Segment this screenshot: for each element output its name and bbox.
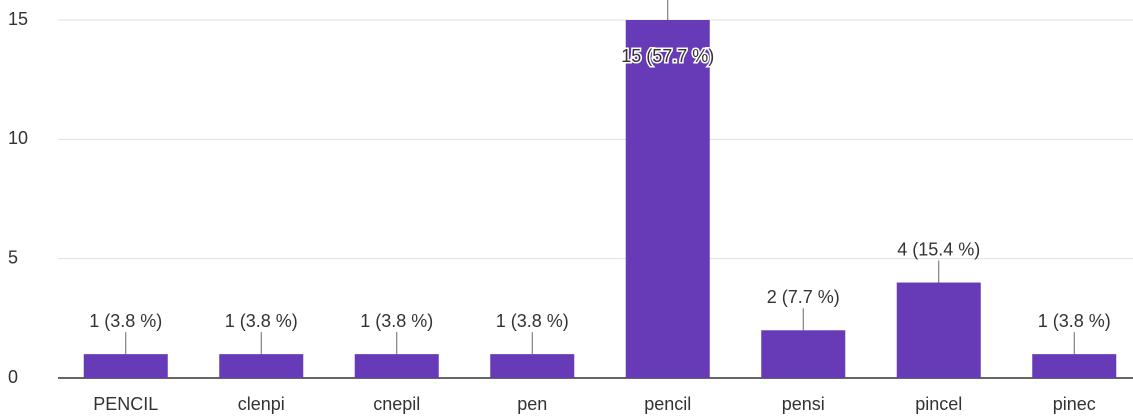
bar xyxy=(490,354,575,378)
x-tick-label: pen xyxy=(517,394,547,414)
value-label: 1 (3.8 %) xyxy=(496,311,569,331)
value-label: 1 (3.8 %) xyxy=(360,311,433,331)
x-tick-label: cnepil xyxy=(373,394,420,414)
bar xyxy=(354,354,439,378)
bar xyxy=(625,20,710,378)
value-label: 4 (15.4 %) xyxy=(897,239,980,259)
y-tick-label: 10 xyxy=(8,128,28,148)
value-label: 15 (57.7 %) xyxy=(621,46,714,66)
x-tick-label: pencil xyxy=(644,394,691,414)
y-tick-label: 15 xyxy=(8,9,28,29)
value-label: 1 (3.8 %) xyxy=(1038,311,1111,331)
x-tick-label: pensi xyxy=(782,394,825,414)
bar xyxy=(83,354,168,378)
bar xyxy=(219,354,304,378)
y-tick-label: 0 xyxy=(8,367,18,387)
x-tick-label: pinec xyxy=(1053,394,1096,414)
x-tick-label: clenpi xyxy=(238,394,285,414)
bar xyxy=(761,330,846,378)
value-label: 1 (3.8 %) xyxy=(225,311,298,331)
value-label: 2 (7.7 %) xyxy=(767,287,840,307)
bar xyxy=(896,282,981,378)
x-tick-label: pincel xyxy=(915,394,962,414)
x-tick-label: PENCIL xyxy=(93,394,158,414)
bar xyxy=(1032,354,1117,378)
value-label: 1 (3.8 %) xyxy=(89,311,162,331)
y-tick-label: 5 xyxy=(8,247,18,267)
